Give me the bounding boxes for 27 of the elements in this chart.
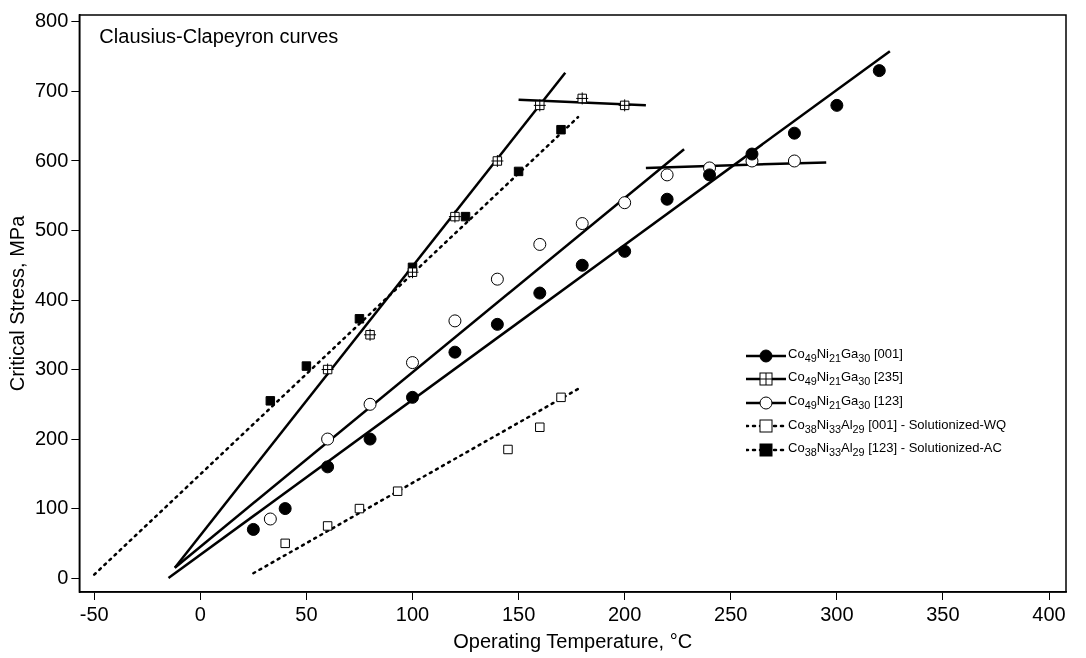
y-tick-label: 700 bbox=[34, 78, 69, 101]
legend-label: Co$_{49}$Ni$_{21}$Ga$_{30}$ [001] bbox=[788, 344, 903, 366]
legend-label: Co$_{38}$Ni$_{33}$Al$_{29}$ [001] - Solutionized-WQ bbox=[788, 415, 1007, 437]
y-tick-label: 600 bbox=[34, 148, 69, 171]
x-tick-label: 0 bbox=[194, 602, 206, 625]
x-tick-label: 250 bbox=[714, 602, 748, 625]
x-tick-label: 300 bbox=[820, 602, 854, 625]
x-tick-label: 400 bbox=[1032, 602, 1066, 625]
x-tick-label: -50 bbox=[79, 602, 109, 625]
x-axis-title: Operating Temperature, °C bbox=[453, 629, 693, 652]
y-tick-label: 400 bbox=[34, 287, 69, 310]
y-tick-label: 200 bbox=[34, 426, 69, 449]
y-tick-label: 0 bbox=[57, 565, 69, 588]
text: Clausius-Clapeyron curves bbox=[99, 24, 339, 47]
x-tick-label: 100 bbox=[395, 602, 430, 625]
legend-label: Co$_{38}$Ni$_{33}$Al$_{29}$ [123] - Solutionized-AC bbox=[788, 439, 1002, 460]
x-tick-label: 50 bbox=[295, 602, 318, 625]
x-tick-label: 200 bbox=[607, 602, 642, 625]
x-tick-label: 150 bbox=[501, 602, 536, 625]
legend-label: Co$_{49}$Ni$_{21}$Ga$_{30}$ [235] bbox=[788, 368, 903, 390]
y-axis-title: Critical Stress, MPa bbox=[5, 214, 28, 392]
y-tick-label: 800 bbox=[34, 9, 69, 32]
y-tick-label: 500 bbox=[34, 218, 69, 241]
y-tick-label: 300 bbox=[34, 357, 69, 380]
x-tick-label: 350 bbox=[926, 602, 960, 625]
legend-label: Co$_{49}$Ni$_{21}$Ga$_{30}$ [123] bbox=[788, 392, 903, 413]
y-tick-label: 100 bbox=[34, 496, 69, 519]
